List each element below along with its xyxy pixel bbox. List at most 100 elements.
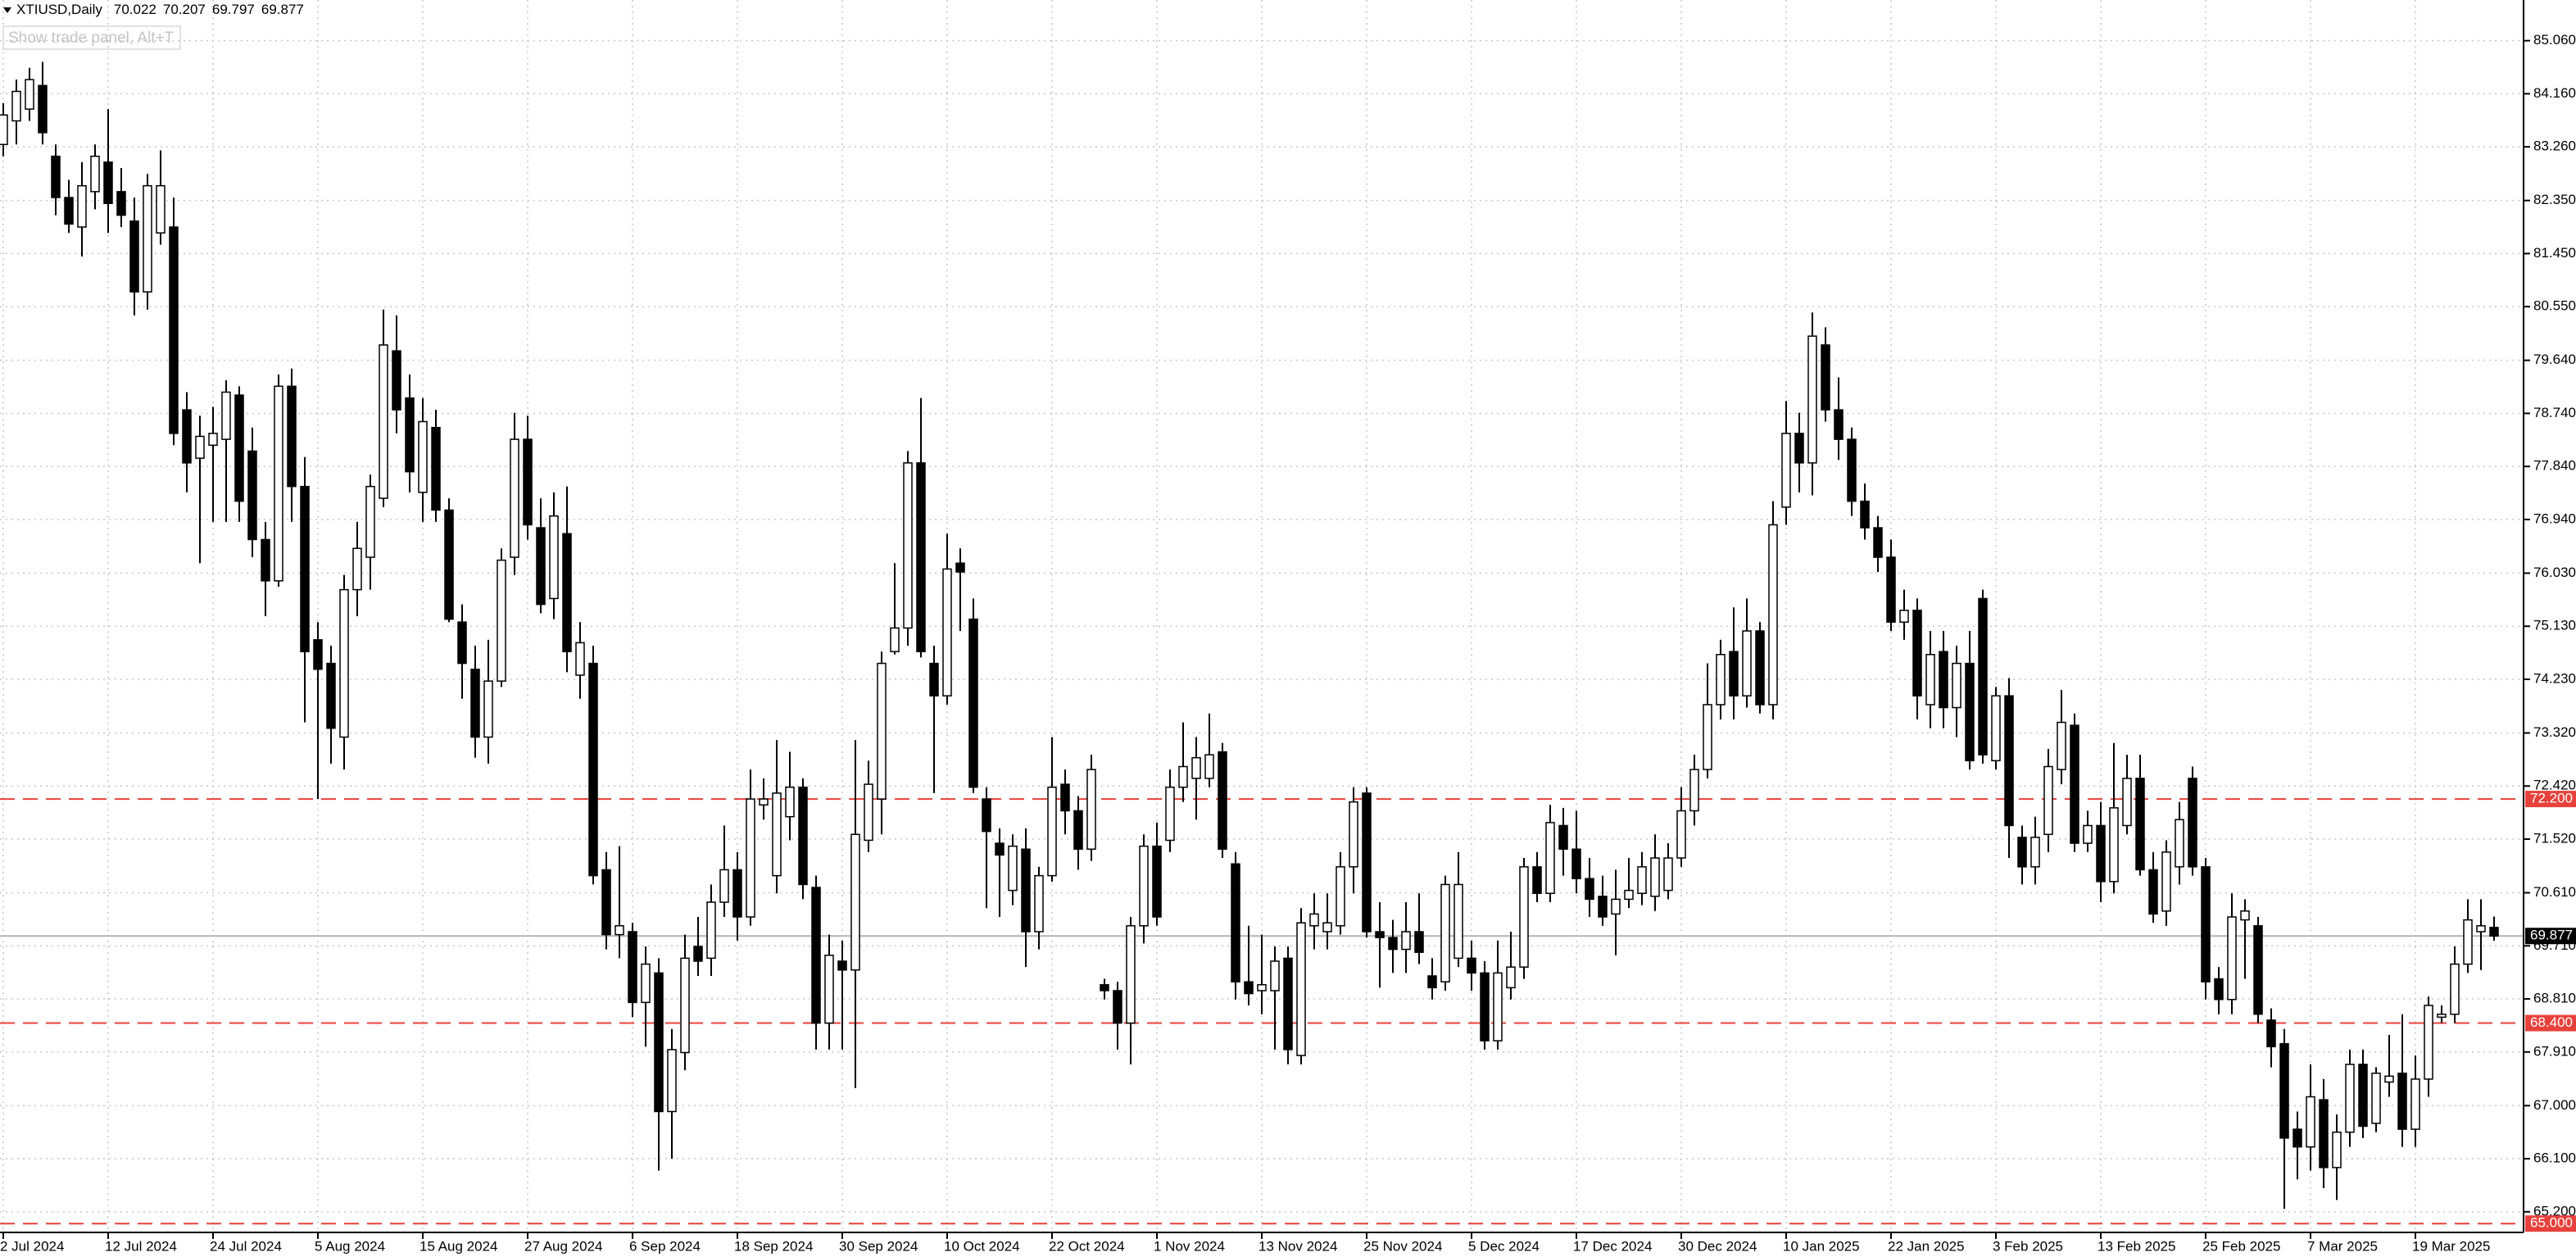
candle-body [1860,500,1870,529]
candle-body [1650,857,1660,897]
candle-body [483,680,493,738]
candle-body [1729,651,1739,697]
candle-body [1716,654,1726,706]
candle-body [2424,1005,2433,1080]
candle-body [379,344,388,499]
x-tick-label: 1 Nov 2024 [1154,1238,1225,1254]
x-tick-label: 13 Nov 2024 [1259,1238,1337,1254]
y-tick-label: 73.320 [2533,724,2576,740]
candle-body [1952,662,1961,709]
candle-body [1637,866,1647,894]
candle-body [1467,957,1476,974]
candle-body [2043,765,2053,836]
candle-body [1375,931,1385,938]
candle-body [536,527,546,606]
candle-body [1480,972,1490,1041]
candle-body [523,438,533,526]
candle-body [955,562,965,573]
axis-layer: 85.060 84.160 83.260 82.350 81.450 80.550 79.6… [0,32,2576,1254]
candle-body [2476,925,2486,933]
candle-body [143,184,152,293]
candle-body [339,588,349,738]
header-low: 69.797 [212,2,255,17]
candle-body [1939,651,1948,709]
candle-body [1218,751,1227,850]
candle-body [392,350,401,411]
candle-body [287,385,297,488]
y-tick-label: 79.640 [2533,352,2576,367]
candle-body [772,792,782,877]
candle-body [38,84,48,134]
x-tick-label: 30 Dec 2024 [1678,1238,1757,1254]
y-tick-label: 78.740 [2533,405,2576,420]
candle-body [2450,963,2460,1015]
chart-header: XTIUSD,Daily 70.022 70.207 69.797 69.877 [16,2,304,17]
level-label-box [2525,791,2576,808]
candle-body [1126,925,1136,1024]
candle-body [2293,1128,2302,1148]
candle-body [195,435,205,459]
level-label: 65.000 [2530,1215,2573,1231]
x-tick-label: 7 Mar 2025 [2307,1238,2378,1254]
candle-body [942,568,952,697]
x-tick-label: 22 Oct 2024 [1049,1238,1125,1254]
header-high: 70.207 [163,2,206,17]
candle-body [221,391,231,440]
symbol-menu-icon[interactable] [3,7,11,13]
candle-body [588,662,598,877]
x-tick-label: 18 Sep 2024 [734,1238,813,1254]
candle-body [890,627,900,652]
candle-body [1322,922,1332,933]
candle-body [1545,822,1555,894]
candle-body [1440,883,1450,982]
candle-body [2253,925,2263,1015]
y-tick-label: 65.200 [2533,1203,2576,1218]
grid-layer [0,0,2524,1232]
candle-body [1034,874,1044,933]
candle-body [654,972,664,1113]
candle-body [510,438,519,558]
candle-body [549,515,559,600]
candle-body [641,963,651,1004]
trade-panel-button[interactable] [2,25,181,50]
y-tick-label: 67.000 [2533,1097,2576,1113]
y-tick-label: 70.610 [2533,884,2576,900]
candle-body [2004,695,2014,827]
candle-body [1585,878,1594,901]
candle-body [2175,819,2184,868]
candle-body [1349,801,1358,868]
candle-body [247,450,257,541]
candle-body [2437,1013,2447,1019]
candle-body [1008,845,1018,892]
candle-body [837,960,847,971]
candle-body [968,618,978,788]
candle-body [732,869,742,918]
candle-body [1191,756,1201,779]
x-tick-label: 25 Feb 2025 [2202,1238,2280,1254]
candle-body [1571,848,1581,879]
candle-body [77,184,87,228]
candle-body [300,485,310,652]
candle-body [2410,1078,2420,1130]
candle-body [457,621,467,665]
candle-body [824,955,834,1024]
last-price-label: 69.877 [2530,928,2573,943]
x-tick-label: 6 Sep 2024 [629,1238,701,1254]
candle-body [1021,848,1031,933]
candle-body [2240,910,2250,921]
candle-body [2109,807,2119,883]
candle-body [628,931,637,1004]
y-tick-label: 82.350 [2533,192,2576,207]
candle-body [51,155,61,198]
candle-body [1152,845,1162,918]
candle-body [2371,1072,2381,1124]
candle-body [1834,409,1844,440]
candle-body [1991,695,2001,762]
candle-body [1847,438,1857,502]
x-tick-label: 24 Jul 2024 [210,1238,282,1254]
candle-body [2306,1096,2315,1148]
x-tick-label: 30 Sep 2024 [839,1238,918,1254]
candle-body [982,798,991,833]
